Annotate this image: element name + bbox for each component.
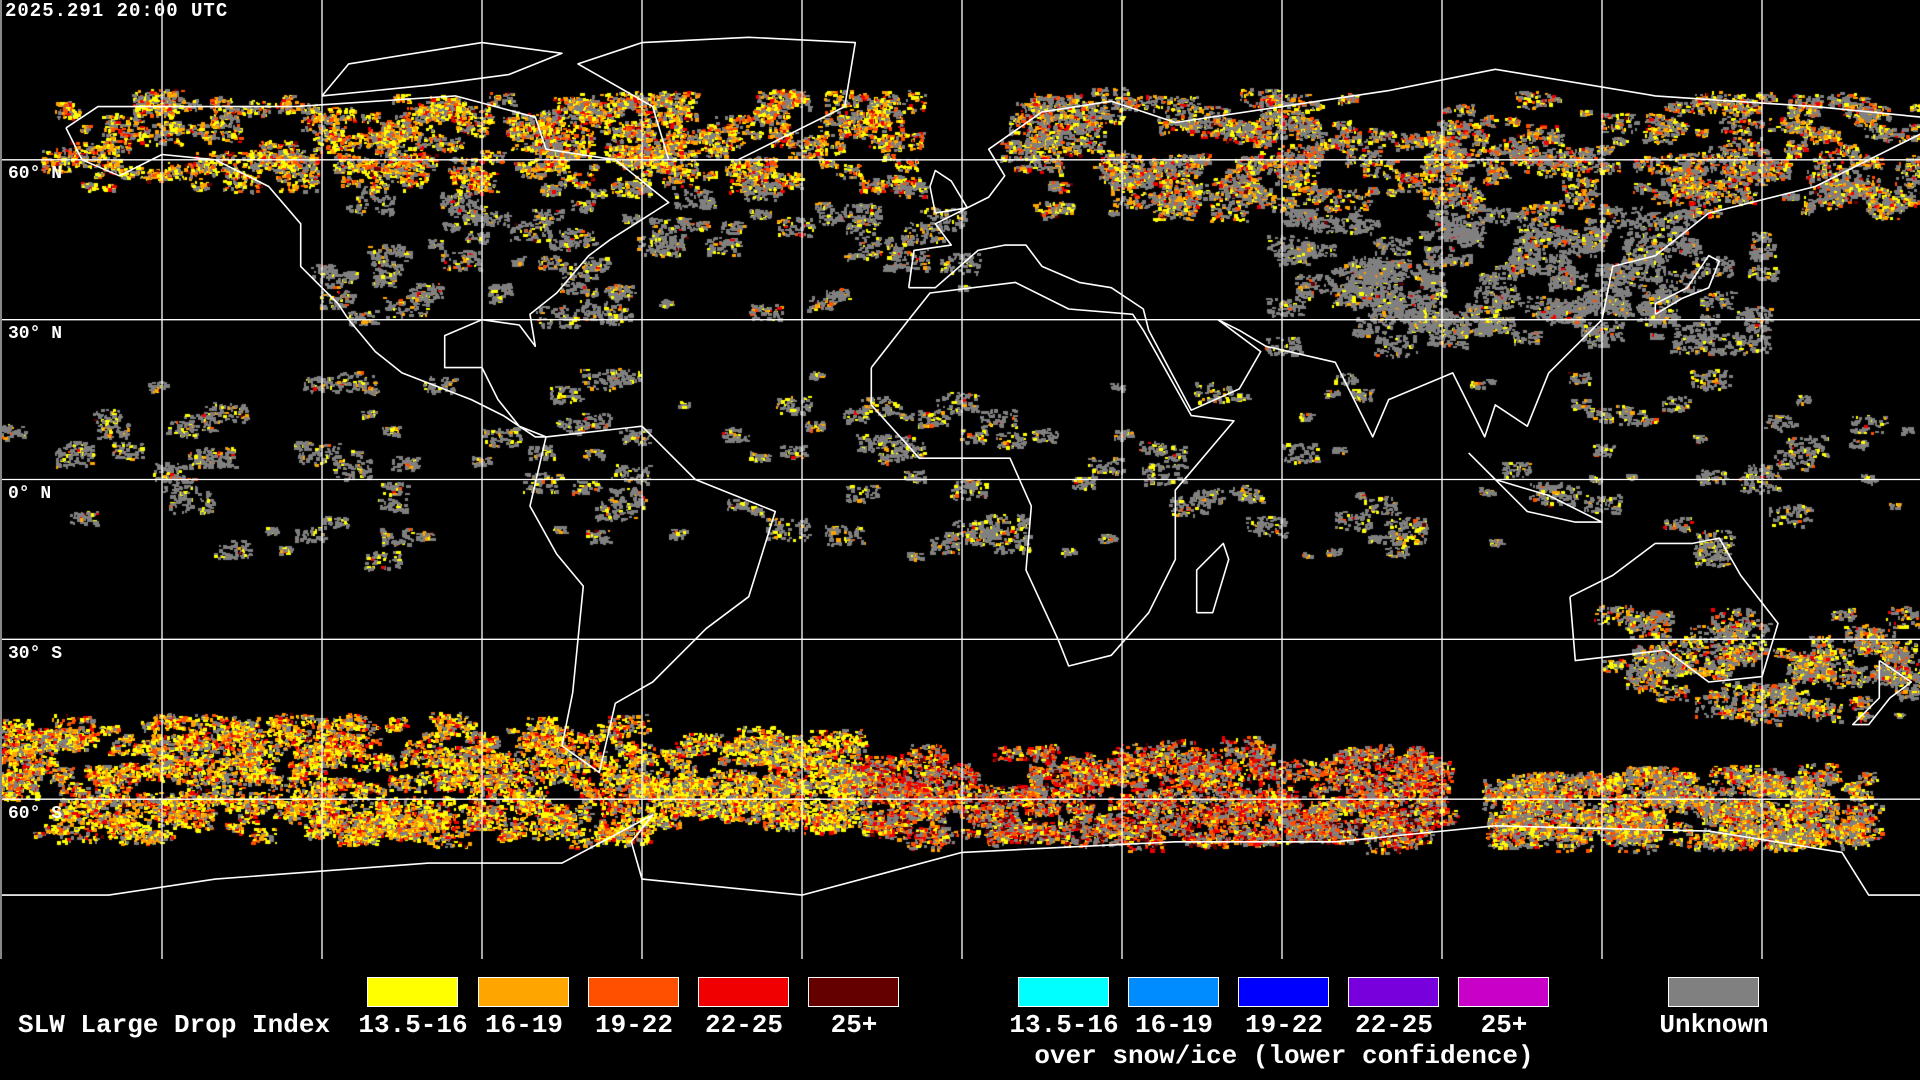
legend-swatch-22-25: [698, 977, 789, 1007]
coastline-antarctica: [2, 814, 1920, 896]
legend: SLW Large Drop Index 13.5-16 16-19 19-22…: [0, 959, 1920, 1080]
coastline-japan: [1654, 254, 1721, 315]
coastline-eurasia: [907, 68, 1920, 438]
legend-swatch-13-16: [367, 977, 458, 1007]
legend-label: 13.5-16: [1009, 1010, 1119, 1040]
legend-label: 13.5-16: [358, 1010, 468, 1040]
coastline-greenland: [577, 36, 857, 161]
legend-swatch-25plus: [808, 977, 899, 1007]
legend-label: 19-22: [594, 1010, 674, 1040]
coastline-australia: [1569, 537, 1779, 683]
snow-ice-caption: over snow/ice (lower confidence): [1034, 1041, 1534, 1071]
lat-label-30n: 30° N: [8, 324, 63, 344]
legend-swatch-19-22: [588, 977, 679, 1007]
legend-swatch-16-19: [478, 977, 569, 1007]
lat-label-0n: 0° N: [8, 484, 52, 504]
legend-label: 25+: [830, 1010, 878, 1040]
legend-label: 22-25: [704, 1010, 784, 1040]
coastline-canadian-arctic: [321, 41, 563, 97]
legend-swatch-unknown: [1668, 977, 1759, 1007]
lat-label-30s: 30° S: [8, 644, 63, 664]
legend-swatch-snow-19-22: [1238, 977, 1329, 1007]
legend-swatch-snow-22-25: [1348, 977, 1439, 1007]
timestamp: 2025.291 20:00 UTC: [5, 0, 229, 22]
legend-swatch-snow-13-16: [1018, 977, 1109, 1007]
legend-label: 16-19: [484, 1010, 564, 1040]
legend-label: 22-25: [1354, 1010, 1434, 1040]
legend-swatch-snow-25plus: [1458, 977, 1549, 1007]
coastline-indonesia: [1468, 452, 1603, 523]
legend-swatch-snow-16-19: [1128, 977, 1219, 1007]
slw-map: 2025.291 20:00 UTC 60° N 30° N 0° N 30° …: [0, 0, 1920, 959]
coastline-grid-layer: [2, 0, 1920, 959]
coastline-north-america: [65, 95, 670, 438]
coastline-new-zealand: [1851, 659, 1913, 726]
legend-label: 16-19: [1134, 1010, 1214, 1040]
coastline-madagascar: [1195, 542, 1230, 614]
lat-label-60n: 60° N: [8, 164, 63, 184]
legend-label: 19-22: [1244, 1010, 1324, 1040]
coastline-africa: [870, 281, 1235, 667]
coastline-south-america: [529, 425, 777, 774]
coastline-uk: [929, 169, 969, 214]
legend-label-unknown: Unknown: [1659, 1010, 1769, 1040]
lat-label-60s: 60° S: [8, 804, 63, 824]
legend-title: SLW Large Drop Index: [18, 1010, 331, 1040]
legend-label: 25+: [1480, 1010, 1528, 1040]
